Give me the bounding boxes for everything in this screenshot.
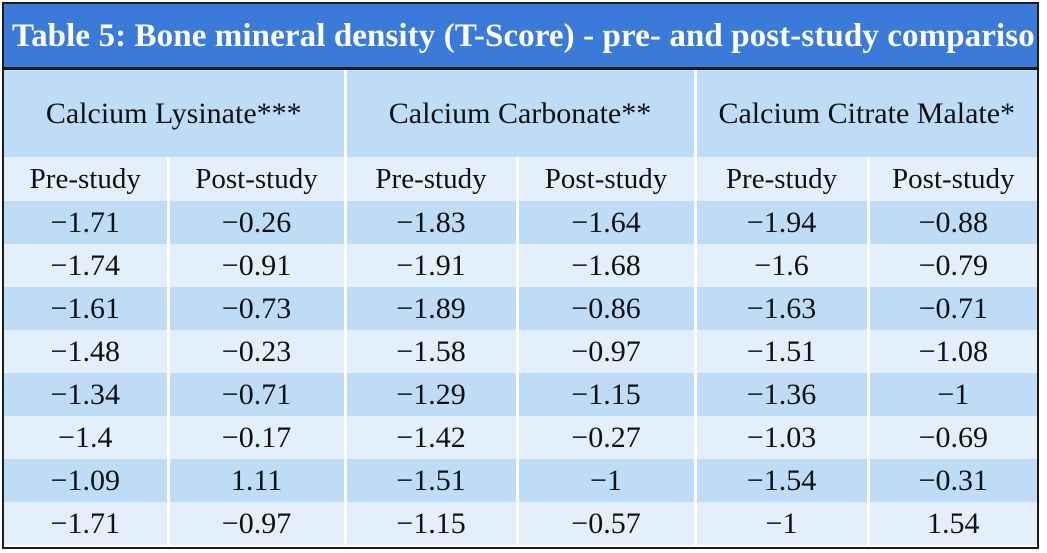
table-cell: 1.11 bbox=[168, 459, 347, 502]
table-cell: −1.09 bbox=[4, 459, 170, 502]
table-row: −1.09 1.11 −1.51 −1 −1.54 −0.31 bbox=[4, 459, 1037, 502]
table-cell: −1.83 bbox=[345, 201, 519, 244]
table-cell: −1.94 bbox=[695, 201, 870, 244]
subheader-cell: Post-study bbox=[168, 157, 347, 201]
subheader-cell: Post-study bbox=[868, 157, 1037, 201]
table-cell: −0.26 bbox=[168, 201, 347, 244]
bone-density-table: Calcium Lysinate*** Calcium Carbonate** … bbox=[4, 70, 1037, 545]
table-cell: −0.27 bbox=[517, 416, 697, 459]
table-cell: −1.89 bbox=[345, 287, 519, 330]
table-cell: −0.73 bbox=[168, 287, 347, 330]
table-cell: −1.74 bbox=[4, 244, 170, 287]
table-cell: −1.68 bbox=[517, 244, 697, 287]
group-header-row: Calcium Lysinate*** Calcium Carbonate** … bbox=[4, 70, 1037, 157]
table-cell: −1.51 bbox=[345, 459, 519, 502]
group-header-lysinate: Calcium Lysinate*** bbox=[4, 70, 347, 157]
table-cell: −1.71 bbox=[4, 201, 170, 244]
table-cell: −1 bbox=[868, 373, 1037, 416]
table-row: −1.4 −0.17 −1.42 −0.27 −1.03 −0.69 bbox=[4, 416, 1037, 459]
table-cell: −0.71 bbox=[868, 287, 1037, 330]
table-cell: −0.91 bbox=[168, 244, 347, 287]
group-header-carbonate: Calcium Carbonate** bbox=[345, 70, 697, 157]
table-cell: 1.54 bbox=[868, 502, 1037, 545]
table-row: −1.71 −0.26 −1.83 −1.64 −1.94 −0.88 bbox=[4, 201, 1037, 244]
table-title-bar: Table 5: Bone mineral density (T-Score) … bbox=[4, 4, 1037, 70]
table-cell: −1.08 bbox=[868, 330, 1037, 373]
table-cell: −1.03 bbox=[695, 416, 870, 459]
table-row: −1.34 −0.71 −1.29 −1.15 −1.36 −1 bbox=[4, 373, 1037, 416]
table-cell: −0.69 bbox=[868, 416, 1037, 459]
subheader-cell: Pre-study bbox=[4, 157, 170, 201]
table-cell: −1.54 bbox=[695, 459, 870, 502]
subheader-row: Pre-study Post-study Pre-study Post-stud… bbox=[4, 157, 1037, 201]
table-cell: −0.23 bbox=[168, 330, 347, 373]
table-cell: −1.15 bbox=[517, 373, 697, 416]
table-cell: −1.6 bbox=[695, 244, 870, 287]
table-row: −1.71 −0.97 −1.15 −0.57 −1 1.54 bbox=[4, 502, 1037, 545]
subheader-cell: Pre-study bbox=[695, 157, 870, 201]
table-cell: −0.88 bbox=[868, 201, 1037, 244]
table-row: −1.61 −0.73 −1.89 −0.86 −1.63 −0.71 bbox=[4, 287, 1037, 330]
table-cell: −0.97 bbox=[517, 330, 697, 373]
table-cell: −1.29 bbox=[345, 373, 519, 416]
subheader-cell: Post-study bbox=[517, 157, 697, 201]
table-cell: −1.64 bbox=[517, 201, 697, 244]
table-cell: −1 bbox=[695, 502, 870, 545]
table-cell: −1 bbox=[517, 459, 697, 502]
table-cell: −0.17 bbox=[168, 416, 347, 459]
table-cell: −1.51 bbox=[695, 330, 870, 373]
table-cell: −1.63 bbox=[695, 287, 870, 330]
table-cell: −1.71 bbox=[4, 502, 170, 545]
table-row: −1.74 −0.91 −1.91 −1.68 −1.6 −0.79 bbox=[4, 244, 1037, 287]
table-cell: −0.57 bbox=[517, 502, 697, 545]
table-cell: −0.71 bbox=[168, 373, 347, 416]
table-cell: −1.58 bbox=[345, 330, 519, 373]
table-row: −1.48 −0.23 −1.58 −0.97 −1.51 −1.08 bbox=[4, 330, 1037, 373]
table-cell: −1.36 bbox=[695, 373, 870, 416]
table-cell: −1.91 bbox=[345, 244, 519, 287]
table-cell: −1.34 bbox=[4, 373, 170, 416]
table-title: Table 5: Bone mineral density (T-Score) … bbox=[12, 18, 1035, 54]
table-cell: −1.48 bbox=[4, 330, 170, 373]
table-cell: −0.79 bbox=[868, 244, 1037, 287]
table-cell: −0.31 bbox=[868, 459, 1037, 502]
table-cell: −1.42 bbox=[345, 416, 519, 459]
table-cell: −0.86 bbox=[517, 287, 697, 330]
table-cell: −0.97 bbox=[168, 502, 347, 545]
table-cell: −1.4 bbox=[4, 416, 170, 459]
table-cell: −1.15 bbox=[345, 502, 519, 545]
table-figure: Table 5: Bone mineral density (T-Score) … bbox=[2, 2, 1039, 549]
subheader-cell: Pre-study bbox=[345, 157, 519, 201]
table-cell: −1.61 bbox=[4, 287, 170, 330]
group-header-citrate-malate: Calcium Citrate Malate* bbox=[695, 70, 1037, 157]
table-body: Calcium Lysinate*** Calcium Carbonate** … bbox=[4, 70, 1037, 545]
